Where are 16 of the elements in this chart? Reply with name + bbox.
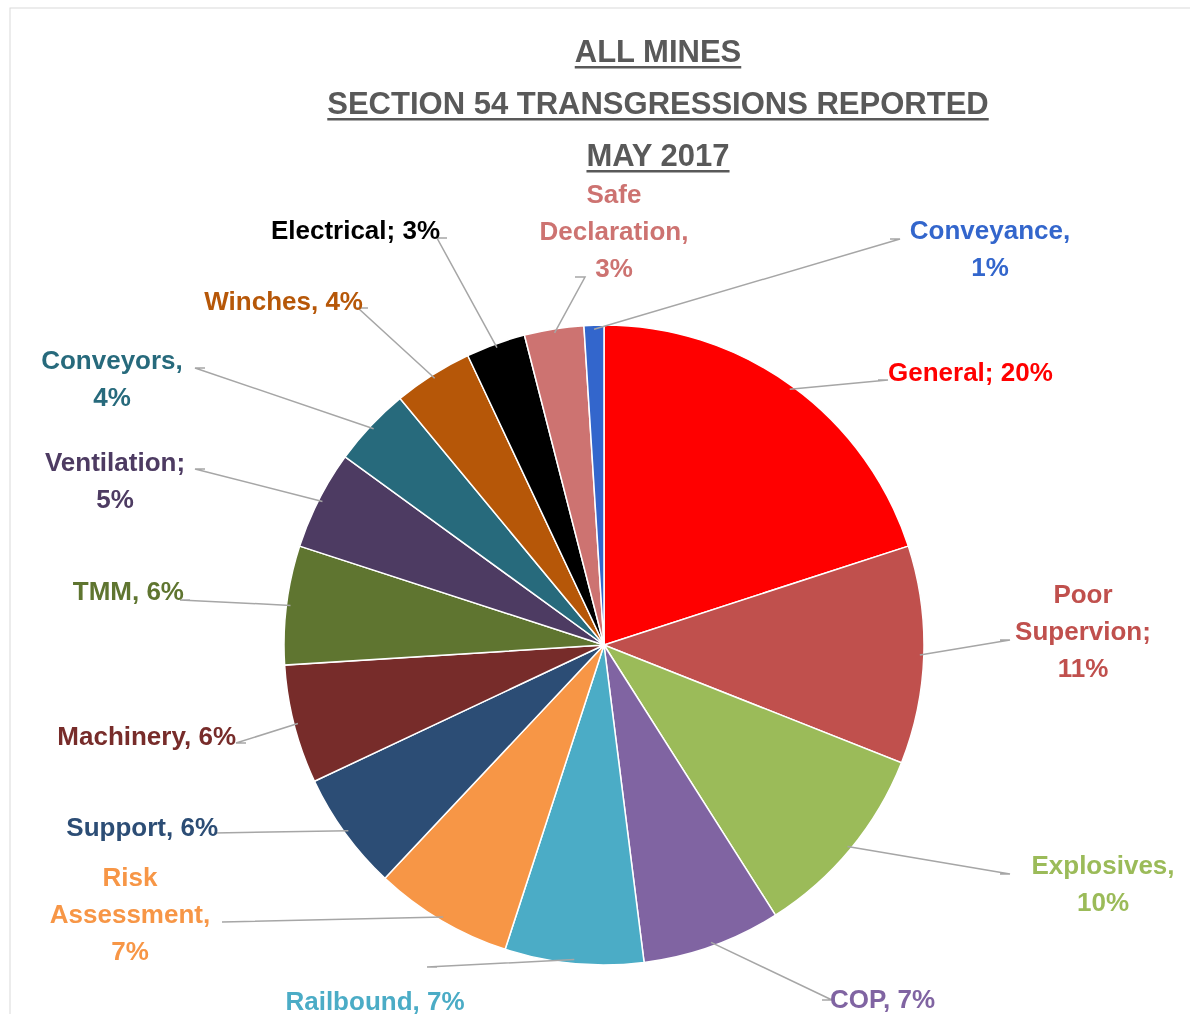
slice-label: Winches, 4% [204, 286, 363, 316]
slice-label: Railbound, 7% [285, 986, 465, 1014]
slice-label: Support, 6% [66, 812, 218, 842]
slice-label: COP, 7% [830, 984, 936, 1014]
slice-label: Risk Assessment, 7% [49, 862, 211, 966]
slice-label: Electrical; 3% [270, 215, 440, 245]
chart-title: ALL MINES SECTION 54 TRANSGRESSIONS REPORTED MAY 2017 [327, 34, 989, 173]
slice-label: General; 20% [888, 357, 1053, 387]
slice-label: Ventilation; 5% [44, 447, 186, 514]
slice-label: Explosives, 10% [1031, 850, 1175, 917]
slice-label: Machinery, 6% [57, 721, 236, 751]
slice-label: Safe Declaration, 3% [539, 179, 689, 283]
slice-label: Conveyance, 1% [909, 215, 1071, 282]
slice-label: TMM, 6% [72, 576, 184, 606]
slice-label: Poor Supervion; 11% [1015, 579, 1151, 683]
slice-label: Conveyors, 4% [41, 345, 183, 412]
